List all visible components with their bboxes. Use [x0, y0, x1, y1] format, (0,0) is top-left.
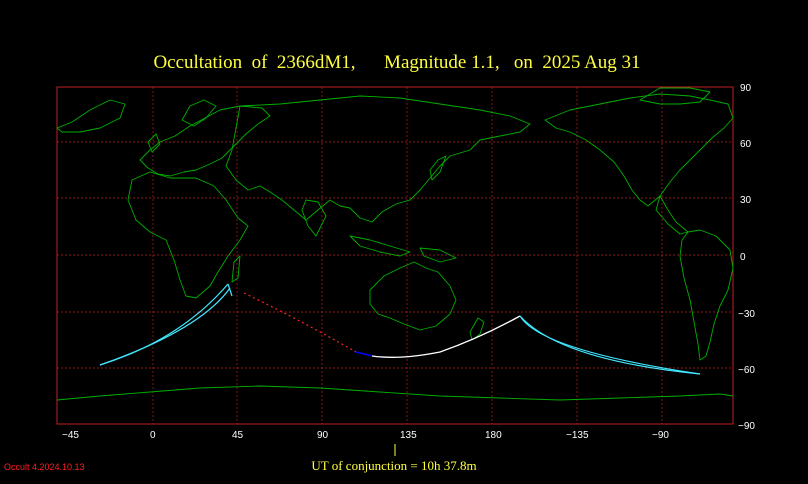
y-label-60: 60	[740, 139, 752, 150]
y-label-neg30: −30	[738, 309, 755, 320]
coast-indonesia	[349, 235, 411, 257]
coast-antarctica	[56, 385, 734, 401]
path-dotted-segment	[243, 292, 357, 353]
conjunction-time: UT of conjunction = 10h 37.8m	[311, 458, 477, 473]
x-label-0: 0	[150, 430, 156, 441]
occultation-path	[99, 283, 701, 375]
path-limit-west-end	[227, 283, 233, 297]
version-label: Occult 4.2024.10.13	[4, 462, 85, 472]
x-label-90: 90	[317, 430, 329, 441]
coast-australia	[369, 261, 457, 331]
coast-africa	[127, 171, 249, 299]
coast-madagascar	[231, 255, 241, 283]
coast-new-guinea	[419, 247, 457, 263]
x-label-neg90: −90	[652, 430, 669, 441]
coast-asia	[225, 95, 531, 223]
x-label-45: 45	[232, 430, 244, 441]
coast-canadian-arctic	[639, 87, 711, 105]
grid-lines	[57, 87, 733, 424]
y-label-neg60: −60	[738, 365, 755, 376]
path-limit-east-upper	[519, 315, 701, 375]
coast-scandinavia	[181, 99, 217, 127]
path-limit-west-lower	[99, 287, 231, 366]
map-title: Occultation of 2366dM1, Magnitude 1.1, o…	[153, 52, 641, 73]
path-limit-west-upper	[99, 283, 229, 366]
x-label-neg45: −45	[62, 430, 79, 441]
path-central-line	[371, 315, 521, 358]
coastlines	[56, 87, 734, 401]
y-label-0: 0	[740, 252, 746, 263]
coast-south-america	[679, 229, 734, 361]
x-label-neg135: −135	[566, 430, 589, 441]
coast-britain	[147, 133, 161, 153]
coast-europe	[139, 105, 271, 177]
map-frame	[56, 86, 734, 425]
y-label-30: 30	[740, 195, 752, 206]
path-limit-east-lower	[519, 315, 701, 375]
path-blue-segment	[355, 351, 373, 357]
coast-japan	[429, 155, 447, 181]
coast-new-zealand	[469, 317, 485, 341]
y-label-neg90: −90	[738, 421, 755, 432]
x-label-135: 135	[400, 430, 417, 441]
x-label-180: 180	[485, 430, 502, 441]
coast-india	[301, 199, 327, 237]
coast-north-america	[544, 93, 734, 207]
coast-greenland	[56, 99, 126, 133]
coast-central-america	[655, 195, 689, 235]
y-label-90: 90	[740, 83, 752, 94]
